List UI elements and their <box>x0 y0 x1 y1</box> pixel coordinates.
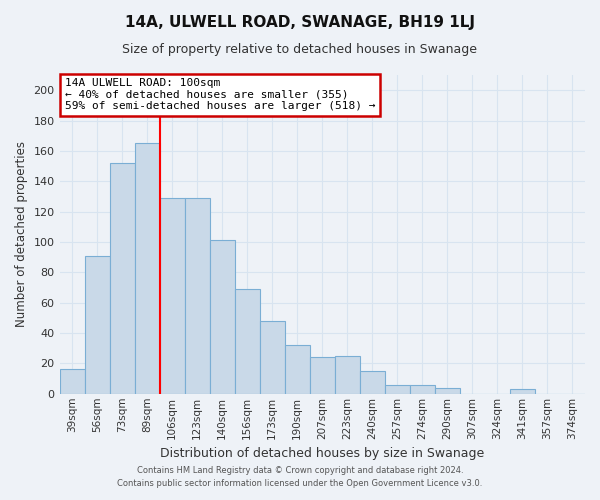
Bar <box>285 345 310 394</box>
Bar <box>410 384 435 394</box>
Bar <box>335 356 360 394</box>
Bar <box>385 384 410 394</box>
X-axis label: Distribution of detached houses by size in Swanage: Distribution of detached houses by size … <box>160 447 484 460</box>
Bar <box>160 198 185 394</box>
Bar <box>310 358 335 394</box>
Bar <box>110 163 134 394</box>
Bar <box>185 198 209 394</box>
Bar <box>209 240 235 394</box>
Bar <box>260 321 285 394</box>
Bar <box>235 289 260 394</box>
Bar <box>360 371 385 394</box>
Text: Contains HM Land Registry data © Crown copyright and database right 2024.
Contai: Contains HM Land Registry data © Crown c… <box>118 466 482 487</box>
Bar <box>510 389 535 394</box>
Text: Size of property relative to detached houses in Swanage: Size of property relative to detached ho… <box>122 42 478 56</box>
Text: 14A ULWELL ROAD: 100sqm
← 40% of detached houses are smaller (355)
59% of semi-d: 14A ULWELL ROAD: 100sqm ← 40% of detache… <box>65 78 375 112</box>
Bar <box>435 388 460 394</box>
Y-axis label: Number of detached properties: Number of detached properties <box>15 142 28 328</box>
Text: 14A, ULWELL ROAD, SWANAGE, BH19 1LJ: 14A, ULWELL ROAD, SWANAGE, BH19 1LJ <box>125 15 475 30</box>
Bar <box>59 370 85 394</box>
Bar <box>85 256 110 394</box>
Bar <box>134 144 160 394</box>
